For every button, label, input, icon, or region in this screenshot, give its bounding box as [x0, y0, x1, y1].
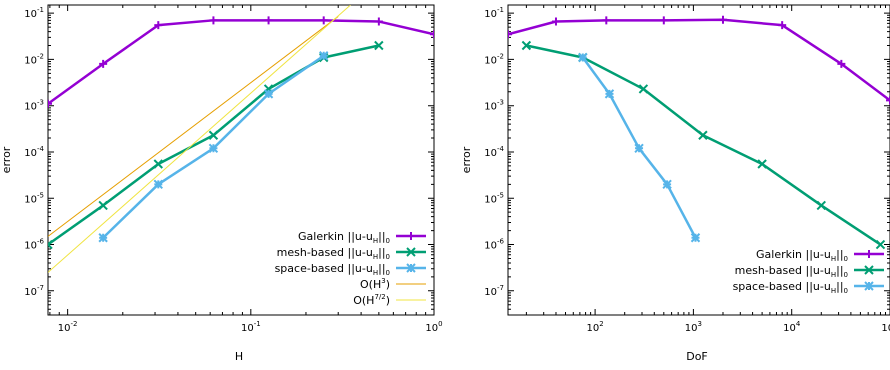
legend-marker [864, 265, 874, 275]
data-point [875, 239, 886, 250]
data-point [208, 130, 219, 140]
data-point [153, 159, 163, 169]
y-tick-label: 10-2 [24, 52, 44, 66]
data-point [757, 159, 767, 169]
data-point [659, 16, 668, 25]
chart-panel-2: 102 103 104 105 10-1 10-2 10-3 10-4 10-5 10-6 10-7… [460, 4, 890, 363]
data-point [662, 179, 672, 190]
data-point [604, 89, 615, 99]
x-tick-label: 103 [685, 320, 702, 334]
data-point [319, 51, 329, 61]
series-line-5 [48, 5, 351, 273]
y-tick-label: 10-3 [24, 99, 44, 113]
legend-entry-label: mesh-based ||u-uH||0 [735, 264, 848, 279]
data-point [264, 16, 273, 25]
y-axis-label: error [0, 146, 13, 173]
data-point [718, 15, 727, 24]
data-point [208, 143, 219, 154]
data-point [578, 52, 588, 63]
chart-panel-1: 10-2 10-1 100 10-1 10-2 10-3 10-4 10-5 10-6 10-7 H… [0, 4, 443, 363]
x-axis-label: H [235, 350, 243, 363]
data-point [153, 179, 163, 190]
x-tick-label: 105 [881, 320, 890, 334]
plot-frame [507, 4, 890, 316]
series-line-4 [48, 16, 339, 237]
y-tick-label: 10-4 [484, 145, 504, 159]
data-point [521, 40, 532, 51]
plot-frame [47, 4, 435, 316]
data-point [837, 59, 846, 68]
x-tick-label: 10-2 [58, 320, 78, 334]
legend-entry-label: O(H3) [360, 277, 390, 291]
series-line-2 [526, 44, 882, 246]
x-axis-label: DoF [686, 350, 708, 363]
legend-entry-label: mesh-based ||u-uH||0 [277, 246, 390, 261]
data-point [48, 99, 52, 108]
minor-ticks [48, 5, 434, 316]
data-point [48, 239, 53, 250]
plot-area [508, 15, 890, 250]
legend-marker [864, 281, 874, 291]
y-tick-label: 10-2 [484, 52, 504, 66]
minor-ticks [508, 5, 890, 316]
data-point [634, 143, 644, 154]
legend-entry-label: Galerkin ||u-uH||0 [298, 230, 390, 245]
data-point [209, 16, 218, 25]
series-line-1 [508, 18, 890, 102]
legend-marker [406, 247, 416, 257]
y-tick-label: 10-7 [484, 284, 504, 298]
data-point [638, 84, 649, 94]
data-point [374, 17, 383, 26]
y-tick-label: 10-1 [484, 6, 504, 20]
data-point [551, 17, 560, 26]
legend-entry-label: Galerkin ||u-uH||0 [756, 248, 848, 263]
y-tick-label: 10-4 [24, 145, 44, 159]
data-point [886, 96, 890, 105]
y-axis-label: error [460, 146, 473, 173]
x-tick-label: 104 [783, 320, 801, 334]
y-tick-label: 10-6 [24, 238, 44, 252]
data-point [698, 130, 708, 140]
data-point [508, 30, 512, 39]
plot-area [48, 5, 434, 273]
legend-entry-label: O(H7/2) [353, 293, 390, 307]
legend-entry-label: space-based ||u-uH||0 [275, 262, 390, 277]
data-point [602, 16, 611, 25]
y-tick-label: 10-6 [484, 238, 504, 252]
data-point [99, 59, 108, 68]
x-tick-label: 102 [586, 320, 603, 334]
data-point [154, 21, 163, 30]
legend-marker [407, 232, 415, 240]
x-tick-label: 100 [425, 320, 442, 334]
y-tick-label: 10-5 [484, 191, 504, 205]
data-point [98, 200, 108, 211]
y-tick-label: 10-1 [24, 6, 44, 20]
data-point [374, 40, 384, 51]
y-tick-label: 10-7 [24, 284, 44, 298]
data-point [816, 200, 826, 211]
data-point [263, 89, 274, 99]
data-point [778, 21, 787, 30]
legend-entry-label: space-based ||u-uH||0 [733, 280, 848, 295]
data-point [319, 16, 328, 25]
legend-marker [865, 250, 873, 258]
legend-marker [406, 263, 416, 273]
data-point [690, 233, 701, 243]
series-line-1 [48, 19, 434, 105]
y-tick-label: 10-5 [24, 191, 44, 205]
x-tick-label: 10-1 [241, 320, 261, 334]
data-point [98, 233, 108, 243]
y-tick-label: 10-3 [484, 99, 504, 113]
data-point [430, 30, 434, 39]
